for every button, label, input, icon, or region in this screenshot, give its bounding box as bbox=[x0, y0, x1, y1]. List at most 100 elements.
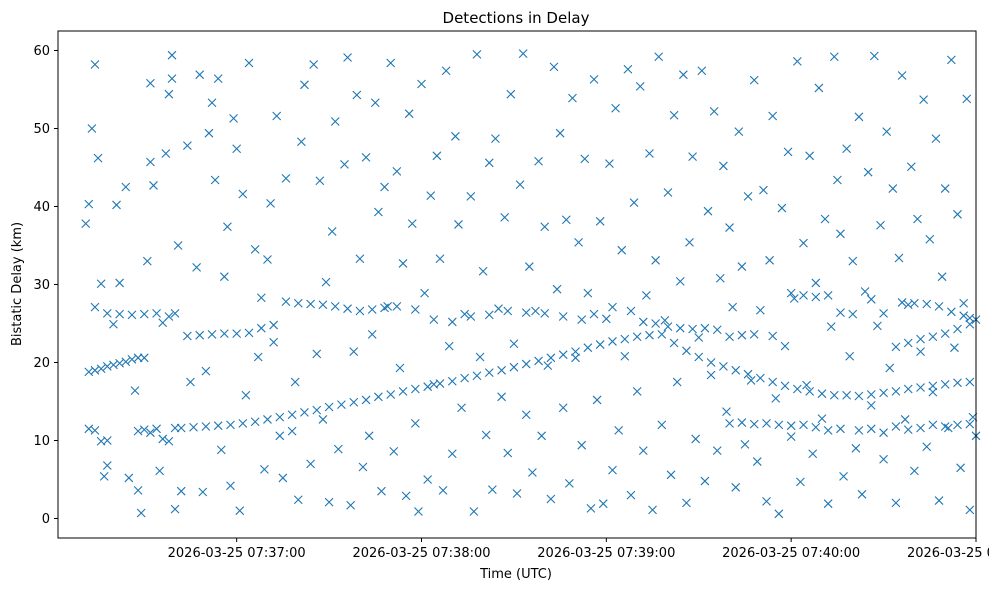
data-point bbox=[574, 237, 583, 247]
data-point bbox=[577, 440, 587, 450]
data-point bbox=[410, 384, 420, 394]
data-point bbox=[447, 376, 457, 386]
data-point bbox=[568, 93, 577, 103]
data-point bbox=[712, 446, 722, 456]
data-point bbox=[454, 220, 463, 229]
data-point bbox=[928, 332, 938, 342]
data-point bbox=[515, 180, 525, 190]
data-point bbox=[817, 414, 827, 424]
data-point bbox=[109, 319, 118, 329]
data-point bbox=[688, 152, 697, 161]
data-point bbox=[611, 103, 620, 113]
data-point bbox=[848, 309, 858, 319]
data-point bbox=[127, 310, 137, 320]
y-axis-label: Bistatic Delay (km) bbox=[10, 222, 25, 346]
data-point bbox=[173, 241, 183, 250]
data-point bbox=[706, 370, 716, 380]
data-point bbox=[906, 162, 916, 172]
data-point bbox=[601, 314, 611, 324]
data-point bbox=[330, 117, 340, 126]
data-point bbox=[161, 149, 171, 158]
data-point bbox=[444, 341, 454, 351]
data-point bbox=[829, 52, 839, 62]
data-point bbox=[731, 482, 741, 492]
data-point bbox=[170, 504, 180, 514]
data-point bbox=[346, 500, 356, 510]
data-point bbox=[762, 418, 771, 428]
data-point bbox=[115, 309, 124, 319]
data-point bbox=[962, 94, 972, 104]
data-point bbox=[198, 487, 208, 497]
data-point bbox=[953, 378, 962, 388]
data-point bbox=[241, 390, 251, 400]
data-point bbox=[953, 324, 962, 334]
data-point bbox=[608, 337, 617, 346]
data-point bbox=[654, 52, 664, 62]
data-point bbox=[112, 200, 121, 210]
data-point bbox=[164, 89, 174, 99]
data-point bbox=[182, 331, 192, 341]
data-point bbox=[666, 470, 676, 480]
data-point bbox=[540, 222, 550, 232]
data-point bbox=[694, 333, 704, 342]
data-point bbox=[275, 431, 285, 441]
data-point bbox=[404, 109, 414, 119]
data-point bbox=[783, 147, 793, 157]
data-point bbox=[928, 381, 938, 391]
data-point bbox=[934, 301, 944, 311]
data-point bbox=[635, 81, 645, 91]
data-point bbox=[799, 291, 808, 300]
data-point bbox=[589, 309, 599, 319]
data-point bbox=[965, 505, 975, 515]
data-point bbox=[916, 347, 925, 356]
data-point bbox=[318, 415, 328, 424]
data-point bbox=[577, 315, 587, 324]
series-4 bbox=[81, 49, 981, 519]
data-point bbox=[697, 66, 707, 76]
data-point bbox=[583, 288, 593, 298]
data-point bbox=[226, 420, 235, 430]
data-point bbox=[466, 312, 476, 321]
data-point bbox=[561, 215, 571, 225]
data-point bbox=[919, 95, 929, 105]
data-point bbox=[552, 284, 562, 294]
data-point bbox=[836, 308, 845, 317]
data-point bbox=[235, 506, 245, 516]
x-tick-label: 2026-03-25 07:38:00 bbox=[352, 546, 490, 561]
data-point bbox=[207, 330, 217, 339]
data-point bbox=[315, 176, 325, 186]
data-point bbox=[879, 454, 888, 464]
data-point bbox=[250, 245, 260, 254]
data-point bbox=[278, 473, 288, 483]
data-point bbox=[823, 291, 833, 300]
data-point bbox=[306, 299, 315, 309]
data-point bbox=[355, 306, 365, 316]
data-point bbox=[546, 494, 556, 504]
data-point bbox=[950, 343, 959, 353]
data-point bbox=[287, 426, 297, 436]
data-point bbox=[503, 306, 513, 316]
data-point bbox=[96, 279, 106, 289]
data-point bbox=[263, 415, 272, 424]
data-point bbox=[854, 112, 864, 122]
data-point bbox=[715, 273, 725, 283]
data-point bbox=[965, 377, 975, 387]
data-point bbox=[293, 298, 303, 308]
data-point bbox=[176, 423, 186, 433]
data-point bbox=[349, 347, 359, 356]
data-point bbox=[324, 497, 334, 507]
data-point bbox=[558, 350, 568, 360]
data-point bbox=[398, 386, 408, 396]
data-point bbox=[743, 191, 753, 201]
data-point bbox=[940, 184, 950, 193]
data-point bbox=[965, 319, 975, 329]
data-point bbox=[953, 209, 962, 219]
data-point bbox=[712, 325, 722, 335]
data-point bbox=[352, 90, 362, 100]
y-tick-label: 60 bbox=[33, 44, 50, 59]
data-point bbox=[626, 306, 636, 316]
data-point bbox=[460, 373, 470, 383]
data-point bbox=[195, 70, 205, 80]
data-point bbox=[614, 425, 624, 435]
